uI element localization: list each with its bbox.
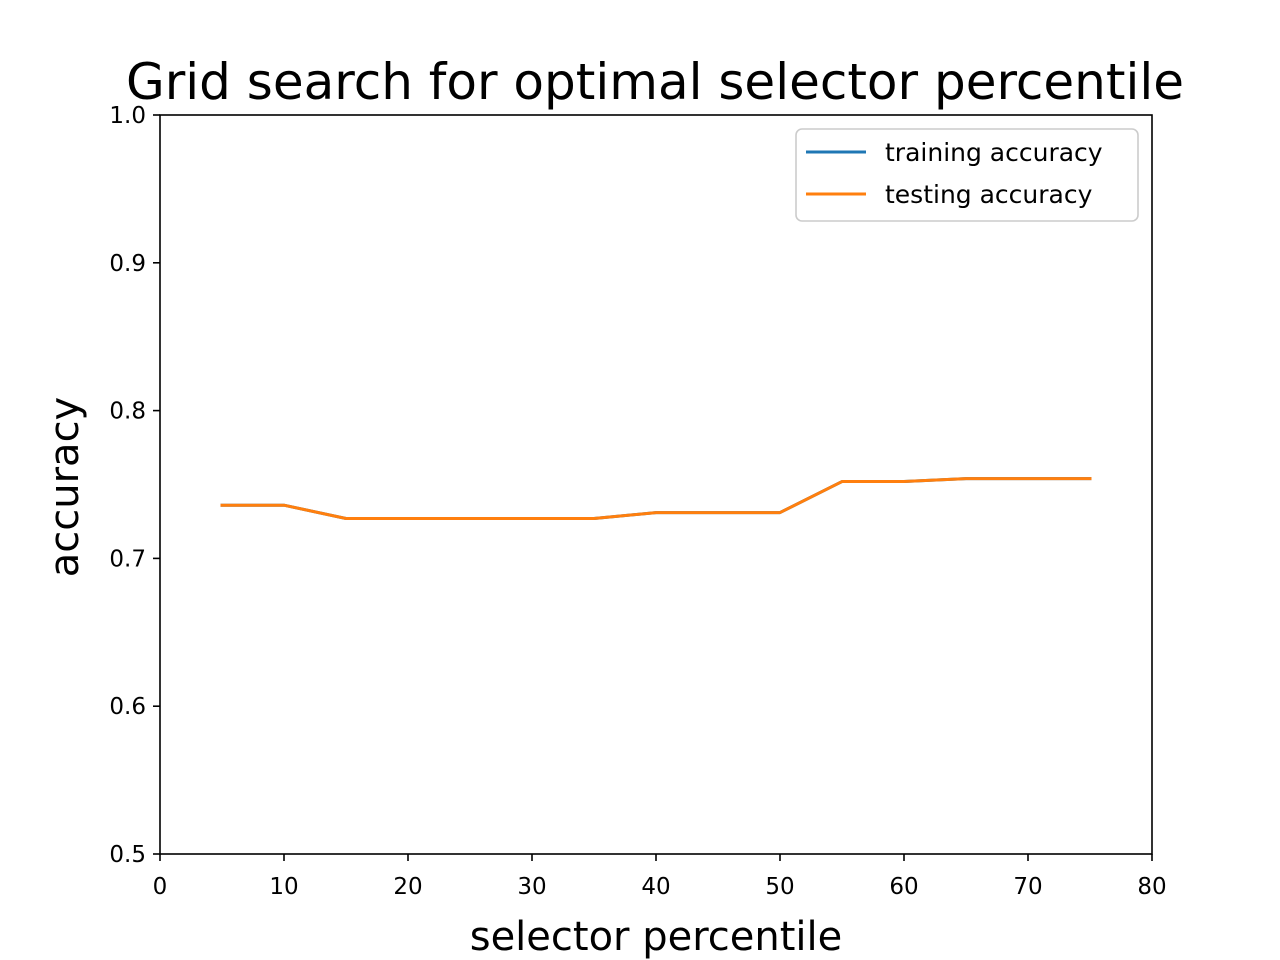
y-tick-label: 0.7: [109, 546, 146, 572]
legend-box: [795, 128, 1139, 222]
y-axis-ticks: 0.5 0.6 0.7 0.8 0.9 1.0: [109, 103, 160, 868]
legend: training accuracy testing accuracy: [795, 128, 1139, 222]
y-axis-label: accuracy: [42, 397, 88, 577]
plot-area-frame: [159, 114, 1153, 855]
y-tick-label: 0.5: [109, 842, 146, 868]
x-tick-label: 10: [269, 874, 298, 900]
y-tick-label: 0.6: [109, 694, 146, 720]
x-tick-label: 0: [153, 874, 168, 900]
x-axis-ticks: 0 10 20 30 40 50 60 70 80: [153, 854, 1167, 900]
x-tick-label: 60: [889, 874, 918, 900]
x-tick-label: 80: [1137, 874, 1166, 900]
x-tick-label: 70: [1013, 874, 1042, 900]
y-tick-label: 0.8: [109, 399, 146, 425]
y-tick-label: 0.9: [109, 251, 146, 277]
y-tick-label: 1.0: [109, 103, 146, 129]
legend-label-training: training accuracy: [885, 138, 1103, 167]
series-layer: [220, 477, 1092, 520]
chart-title: Grid search for optimal selector percent…: [126, 53, 1184, 111]
x-tick-label: 40: [641, 874, 670, 900]
legend-label-testing: testing accuracy: [885, 180, 1093, 209]
x-tick-label: 30: [517, 874, 546, 900]
x-tick-label: 20: [393, 874, 422, 900]
x-axis-label: selector percentile: [470, 914, 843, 960]
testing-accuracy-line: [220, 477, 1092, 520]
x-tick-label: 50: [765, 874, 794, 900]
